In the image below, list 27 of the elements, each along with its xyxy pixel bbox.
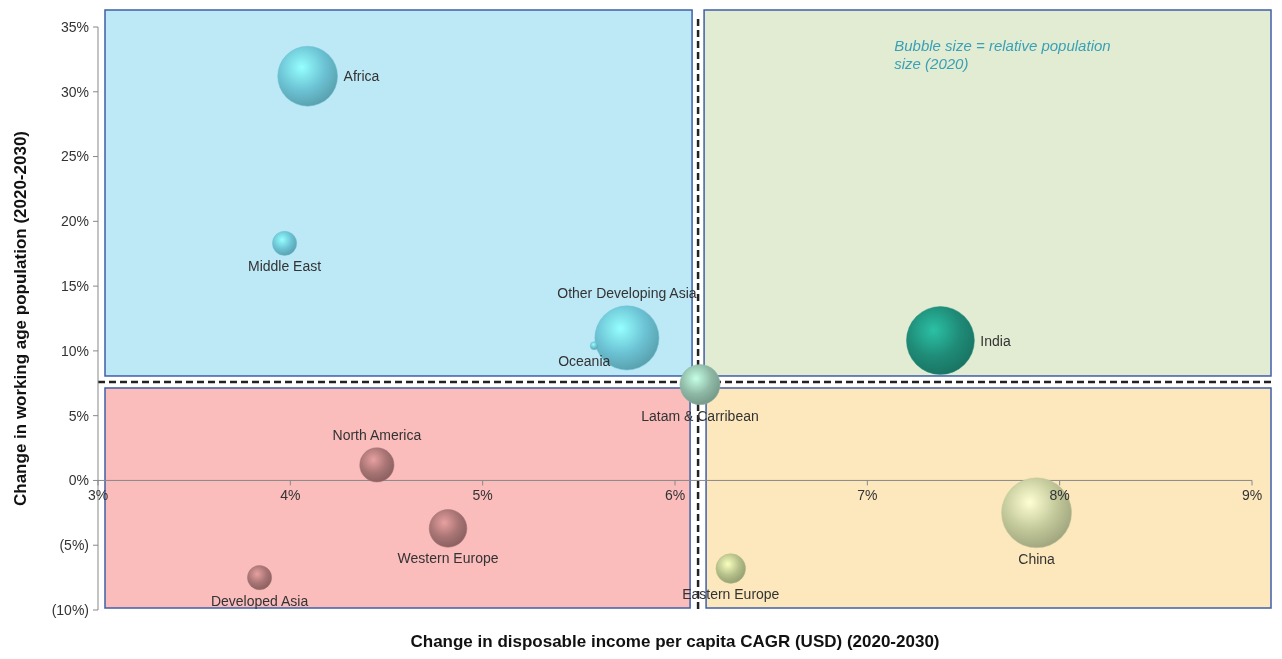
y-tick-label: 0%: [68, 472, 89, 489]
annotation: India: [980, 332, 1011, 349]
x-tick-label: 8%: [1049, 487, 1070, 504]
y-tick-label: 10%: [60, 342, 89, 359]
x-tick-label: 5%: [472, 487, 493, 504]
y-tick-label: (5%): [59, 537, 89, 554]
y-tick-label: (10%): [51, 601, 89, 618]
annotation: Oceania: [558, 352, 611, 369]
x-axis-title: Change in disposable income per capita CAGR (USD) (2020-2030): [410, 632, 940, 651]
y-tick-label: 15%: [60, 278, 89, 295]
y-tick-label: 35%: [60, 18, 89, 35]
y-tick-label: 30%: [60, 83, 89, 100]
y-tick-label: 25%: [60, 148, 89, 165]
x-tick-label: 7%: [857, 487, 878, 504]
annotation: Developed Asia: [210, 592, 309, 609]
annotation: Middle East: [247, 258, 322, 275]
annotation: Bubble size = relative population size (2020): [894, 37, 1111, 72]
x-tick-label: 6%: [664, 487, 686, 504]
annotation: Africa: [343, 68, 380, 85]
x-tick-label: 9%: [1241, 487, 1263, 504]
y-axis-title: Change in working age population (2020-2030): [11, 130, 30, 507]
annotation: China: [1018, 550, 1056, 567]
y-tick-label: 5%: [68, 407, 89, 424]
annotation: Western Europe: [397, 550, 499, 567]
annotation: North America: [332, 426, 422, 443]
x-tick-label: 4%: [280, 487, 301, 504]
y-tick-label: 20%: [60, 213, 89, 230]
